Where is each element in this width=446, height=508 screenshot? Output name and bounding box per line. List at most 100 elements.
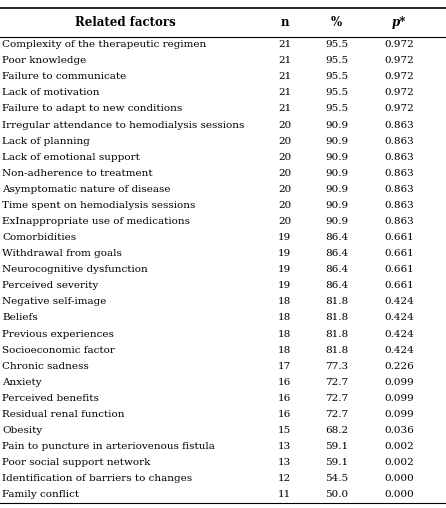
Text: 0.424: 0.424 bbox=[384, 297, 414, 306]
Text: 72.7: 72.7 bbox=[325, 410, 348, 419]
Text: 21: 21 bbox=[278, 105, 291, 113]
Text: Asymptomatic nature of disease: Asymptomatic nature of disease bbox=[2, 185, 171, 194]
Text: 0.863: 0.863 bbox=[384, 185, 414, 194]
Text: 0.424: 0.424 bbox=[384, 330, 414, 338]
Text: 13: 13 bbox=[278, 442, 291, 451]
Text: 20: 20 bbox=[278, 201, 291, 210]
Text: 18: 18 bbox=[278, 313, 291, 323]
Text: 21: 21 bbox=[278, 72, 291, 81]
Text: 90.9: 90.9 bbox=[325, 185, 348, 194]
Text: Lack of planning: Lack of planning bbox=[2, 137, 90, 146]
Text: Anxiety: Anxiety bbox=[2, 378, 42, 387]
Text: 20: 20 bbox=[278, 217, 291, 226]
Text: 0.972: 0.972 bbox=[384, 56, 414, 65]
Text: 86.4: 86.4 bbox=[325, 281, 348, 291]
Text: 0.661: 0.661 bbox=[384, 233, 414, 242]
Text: 90.9: 90.9 bbox=[325, 217, 348, 226]
Text: 12: 12 bbox=[278, 474, 291, 483]
Text: 0.863: 0.863 bbox=[384, 153, 414, 162]
Text: 0.036: 0.036 bbox=[384, 426, 414, 435]
Text: 90.9: 90.9 bbox=[325, 153, 348, 162]
Text: 19: 19 bbox=[278, 265, 291, 274]
Text: 95.5: 95.5 bbox=[325, 56, 348, 65]
Text: 0.972: 0.972 bbox=[384, 72, 414, 81]
Text: 81.8: 81.8 bbox=[325, 345, 348, 355]
Text: 95.5: 95.5 bbox=[325, 105, 348, 113]
Text: 90.9: 90.9 bbox=[325, 137, 348, 146]
Text: Lack of motivation: Lack of motivation bbox=[2, 88, 100, 98]
Text: 95.5: 95.5 bbox=[325, 40, 348, 49]
Text: 16: 16 bbox=[278, 394, 291, 403]
Text: Lack of emotional support: Lack of emotional support bbox=[2, 153, 140, 162]
Text: 19: 19 bbox=[278, 233, 291, 242]
Text: Negative self-image: Negative self-image bbox=[2, 297, 107, 306]
Text: 0.863: 0.863 bbox=[384, 201, 414, 210]
Text: 16: 16 bbox=[278, 410, 291, 419]
Text: 81.8: 81.8 bbox=[325, 330, 348, 338]
Text: Failure to communicate: Failure to communicate bbox=[2, 72, 127, 81]
Text: 15: 15 bbox=[278, 426, 291, 435]
Text: 20: 20 bbox=[278, 185, 291, 194]
Text: 90.9: 90.9 bbox=[325, 169, 348, 178]
Text: 0.099: 0.099 bbox=[384, 410, 414, 419]
Text: Related factors: Related factors bbox=[74, 16, 175, 29]
Text: Pain to puncture in arteriovenous fistula: Pain to puncture in arteriovenous fistul… bbox=[2, 442, 215, 451]
Text: Previous experiences: Previous experiences bbox=[2, 330, 114, 338]
Text: 0.424: 0.424 bbox=[384, 345, 414, 355]
Text: Identification of barriers to changes: Identification of barriers to changes bbox=[2, 474, 192, 483]
Text: %: % bbox=[331, 16, 342, 29]
Text: 17: 17 bbox=[278, 362, 291, 371]
Text: Perceived severity: Perceived severity bbox=[2, 281, 99, 291]
Text: 0.000: 0.000 bbox=[384, 490, 414, 499]
Text: 0.863: 0.863 bbox=[384, 120, 414, 130]
Text: 16: 16 bbox=[278, 378, 291, 387]
Text: 0.863: 0.863 bbox=[384, 137, 414, 146]
Text: 0.972: 0.972 bbox=[384, 105, 414, 113]
Text: 18: 18 bbox=[278, 330, 291, 338]
Text: 20: 20 bbox=[278, 169, 291, 178]
Text: Irregular attendance to hemodialysis sessions: Irregular attendance to hemodialysis ses… bbox=[2, 120, 244, 130]
Text: Residual renal function: Residual renal function bbox=[2, 410, 125, 419]
Text: 0.863: 0.863 bbox=[384, 169, 414, 178]
Text: 0.424: 0.424 bbox=[384, 313, 414, 323]
Text: Obesity: Obesity bbox=[2, 426, 42, 435]
Text: 13: 13 bbox=[278, 458, 291, 467]
Text: 0.002: 0.002 bbox=[384, 442, 414, 451]
Text: 0.000: 0.000 bbox=[384, 474, 414, 483]
Text: Poor knowledge: Poor knowledge bbox=[2, 56, 87, 65]
Text: Failure to adapt to new conditions: Failure to adapt to new conditions bbox=[2, 105, 182, 113]
Text: 81.8: 81.8 bbox=[325, 297, 348, 306]
Text: 0.661: 0.661 bbox=[384, 265, 414, 274]
Text: Family conflict: Family conflict bbox=[2, 490, 79, 499]
Text: 95.5: 95.5 bbox=[325, 72, 348, 81]
Text: 54.5: 54.5 bbox=[325, 474, 348, 483]
Text: Complexity of the therapeutic regimen: Complexity of the therapeutic regimen bbox=[2, 40, 206, 49]
Text: p*: p* bbox=[392, 16, 406, 29]
Text: 21: 21 bbox=[278, 88, 291, 98]
Text: 90.9: 90.9 bbox=[325, 120, 348, 130]
Text: ExInappropriate use of medications: ExInappropriate use of medications bbox=[2, 217, 190, 226]
Text: 21: 21 bbox=[278, 40, 291, 49]
Text: 0.661: 0.661 bbox=[384, 249, 414, 258]
Text: 20: 20 bbox=[278, 137, 291, 146]
Text: 11: 11 bbox=[278, 490, 291, 499]
Text: 50.0: 50.0 bbox=[325, 490, 348, 499]
Text: 19: 19 bbox=[278, 281, 291, 291]
Text: Withdrawal from goals: Withdrawal from goals bbox=[2, 249, 122, 258]
Text: 0.972: 0.972 bbox=[384, 40, 414, 49]
Text: Perceived benefits: Perceived benefits bbox=[2, 394, 99, 403]
Text: Time spent on hemodialysis sessions: Time spent on hemodialysis sessions bbox=[2, 201, 196, 210]
Text: Chronic sadness: Chronic sadness bbox=[2, 362, 89, 371]
Text: 0.099: 0.099 bbox=[384, 378, 414, 387]
Text: 81.8: 81.8 bbox=[325, 313, 348, 323]
Text: 0.226: 0.226 bbox=[384, 362, 414, 371]
Text: 21: 21 bbox=[278, 56, 291, 65]
Text: 0.002: 0.002 bbox=[384, 458, 414, 467]
Text: 68.2: 68.2 bbox=[325, 426, 348, 435]
Text: 72.7: 72.7 bbox=[325, 378, 348, 387]
Text: Non-adherence to treatment: Non-adherence to treatment bbox=[2, 169, 153, 178]
Text: Beliefs: Beliefs bbox=[2, 313, 38, 323]
Text: n: n bbox=[280, 16, 289, 29]
Text: 0.661: 0.661 bbox=[384, 281, 414, 291]
Text: 59.1: 59.1 bbox=[325, 442, 348, 451]
